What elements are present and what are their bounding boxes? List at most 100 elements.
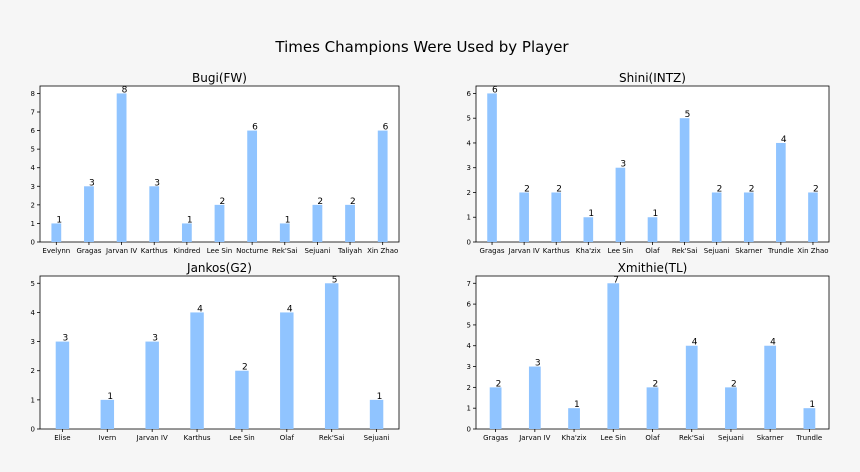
x-tick-label: Lee Sin	[608, 247, 633, 255]
y-tick-label: 1	[31, 396, 35, 404]
bar-kindred	[181, 223, 192, 242]
y-tick-label: 3	[31, 183, 35, 191]
y-tick-label: 3	[467, 164, 471, 172]
bar-sejuani	[725, 387, 737, 429]
data-label: 1	[574, 400, 580, 410]
x-tick-label: Jarvan IV	[518, 434, 550, 442]
bar-sejuani	[711, 192, 722, 242]
data-label: 2	[496, 379, 502, 389]
y-tick-label: 1	[467, 214, 471, 222]
x-tick-label: Jarvan IV	[105, 247, 137, 255]
bar-lee-sin	[615, 167, 626, 242]
plot-frame	[475, 85, 830, 243]
x-tick-label: Skarner	[735, 247, 762, 255]
data-label: 5	[685, 110, 691, 120]
y-tick-label: 2	[31, 201, 35, 209]
bar-karthus	[190, 312, 204, 429]
x-tick-label: Evelynn	[42, 247, 70, 255]
bar-lee-sin	[607, 283, 620, 429]
chart-panel-jankos-g2: Jankos(G2) 0 1 2 3 4 5 3 Elise 1 Ivern 3 Jarvan IV 4 K…	[31, 261, 400, 442]
figure-title: Times Champions Were Used by Player	[274, 38, 569, 56]
bar-gragas	[487, 93, 497, 242]
data-label: 1	[377, 392, 383, 402]
x-tick-label: Olaf	[645, 434, 660, 442]
bar-rek-sai	[324, 283, 339, 429]
y-tick-label: 7	[31, 109, 35, 117]
x-tick-label: Trundle	[796, 434, 823, 442]
x-tick-label: Kha'zix	[562, 434, 587, 442]
y-tick-label: 1	[467, 405, 471, 413]
bar-taliyah	[345, 204, 355, 242]
x-tick-label: Ivern	[98, 434, 116, 442]
y-tick-label: 4	[467, 342, 472, 350]
data-label: 3	[152, 334, 158, 344]
x-tick-label: Sejuani	[364, 434, 390, 442]
y-tick-label: 5	[467, 321, 471, 329]
y-tick-label: 6	[467, 301, 472, 309]
x-tick-label: Sejuani	[718, 434, 744, 442]
x-tick-label: Sejuani	[704, 247, 730, 255]
bar-rek-sai	[279, 223, 290, 242]
bar-gragas	[489, 387, 502, 429]
y-tick-label: 0	[467, 239, 471, 247]
x-tick-label: Gragas	[76, 247, 101, 255]
bar-skarner	[743, 192, 754, 242]
x-tick-label: Rek'Sai	[319, 434, 345, 442]
bar-jarvan-iv	[519, 192, 529, 242]
data-label: 2	[524, 184, 530, 194]
x-tick-label: Trundle	[767, 247, 794, 255]
data-label: 5	[332, 275, 338, 285]
x-tick-label: Karthus	[141, 247, 168, 255]
y-tick-label: 3	[467, 363, 471, 371]
data-label: 8	[122, 85, 128, 95]
bar-olaf	[280, 312, 294, 429]
y-tick-label: 5	[31, 146, 35, 154]
data-label: 4	[781, 135, 787, 145]
x-tick-label: Kha'zix	[576, 247, 601, 255]
data-label: 2	[350, 197, 356, 207]
data-label: 1	[809, 400, 815, 410]
panel-title: Xmithie(TL)	[618, 261, 688, 275]
data-label: 2	[220, 197, 226, 207]
bar-jarvan-iv	[528, 366, 541, 429]
bar-olaf	[646, 387, 659, 429]
data-label: 3	[154, 178, 160, 188]
bar-elise	[55, 341, 70, 429]
y-tick-label: 5	[31, 280, 35, 288]
y-tick-label: 4	[31, 164, 36, 172]
bar-sejuani	[369, 399, 384, 429]
x-tick-label: Rek'Sai	[679, 434, 705, 442]
x-tick-label: Lee Sin	[601, 434, 626, 442]
y-tick-label: 1	[31, 220, 35, 228]
panel-title: Shini(INTZ)	[619, 71, 686, 85]
bar-jarvan-iv	[116, 93, 127, 242]
bar-karthus	[551, 192, 562, 242]
bar-xin-zhao	[808, 192, 818, 242]
bar-rek-sai	[685, 345, 698, 429]
y-tick-label: 2	[467, 384, 471, 392]
y-tick-label: 3	[31, 338, 35, 346]
y-tick-label: 6	[467, 90, 472, 98]
bar-lee-sin	[214, 204, 225, 242]
bar-evelynn	[51, 223, 62, 242]
data-label: 3	[62, 334, 68, 344]
x-tick-label: Lee Sin	[207, 247, 232, 255]
y-tick-label: 0	[467, 426, 471, 434]
data-label: 2	[813, 184, 819, 194]
x-tick-label: Karthus	[543, 247, 570, 255]
y-tick-label: 5	[467, 115, 471, 123]
data-label: 2	[731, 379, 737, 389]
bar-karthus	[149, 186, 160, 242]
x-tick-label: Xin Zhao	[797, 247, 828, 255]
panel-title: Bugi(FW)	[192, 71, 247, 85]
data-label: 1	[285, 215, 291, 225]
bar-lee-sin	[235, 370, 249, 429]
y-tick-label: 7	[467, 280, 471, 288]
data-label: 4	[197, 304, 203, 314]
y-tick-label: 2	[31, 367, 35, 375]
plot-frame	[39, 275, 400, 430]
y-tick-label: 8	[31, 90, 35, 98]
bar-jarvan-iv	[145, 341, 159, 429]
data-label: 6	[492, 85, 498, 95]
bar-trundle	[776, 142, 786, 242]
